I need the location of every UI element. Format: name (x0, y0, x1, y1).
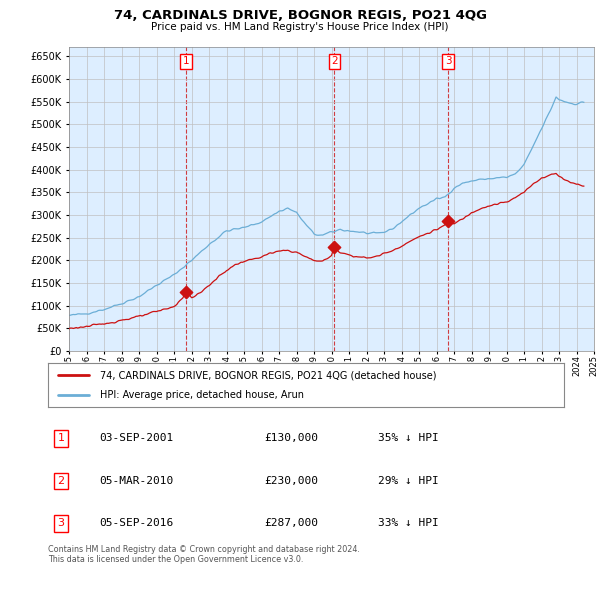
Text: 2: 2 (331, 56, 338, 66)
Point (329, 242, 339, 251)
Text: 1: 1 (58, 434, 64, 443)
Text: 29% ↓ HPI: 29% ↓ HPI (378, 476, 439, 486)
Text: 1: 1 (182, 56, 189, 66)
Text: 2: 2 (58, 476, 64, 486)
Text: Price paid vs. HM Land Registry's House Price Index (HPI): Price paid vs. HM Land Registry's House … (151, 22, 449, 32)
Text: Contains HM Land Registry data © Crown copyright and database right 2024.
This d: Contains HM Land Registry data © Crown c… (48, 545, 360, 564)
Text: £287,000: £287,000 (265, 519, 319, 528)
Text: 03-SEP-2001: 03-SEP-2001 (100, 434, 174, 443)
Text: 3: 3 (445, 56, 452, 66)
Text: 3: 3 (58, 519, 64, 528)
Text: 74, CARDINALS DRIVE, BOGNOR REGIS, PO21 4QG: 74, CARDINALS DRIVE, BOGNOR REGIS, PO21 … (113, 9, 487, 22)
Text: HPI: Average price, detached house, Arun: HPI: Average price, detached house, Arun (100, 390, 304, 399)
Point (181, 287, 191, 297)
Text: £130,000: £130,000 (265, 434, 319, 443)
Text: 33% ↓ HPI: 33% ↓ HPI (378, 519, 439, 528)
Text: 74, CARDINALS DRIVE, BOGNOR REGIS, PO21 4QG (detached house): 74, CARDINALS DRIVE, BOGNOR REGIS, PO21 … (100, 371, 436, 380)
Point (443, 216, 453, 225)
Text: £230,000: £230,000 (265, 476, 319, 486)
Text: 05-MAR-2010: 05-MAR-2010 (100, 476, 174, 486)
Text: 05-SEP-2016: 05-SEP-2016 (100, 519, 174, 528)
Text: 35% ↓ HPI: 35% ↓ HPI (378, 434, 439, 443)
